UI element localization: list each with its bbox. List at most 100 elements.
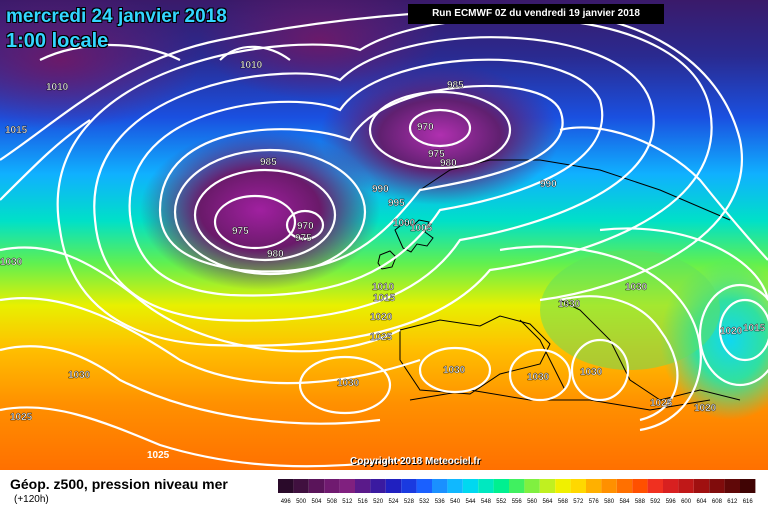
scale-swatch [509, 479, 525, 493]
isobar-label: 1030 [558, 299, 581, 310]
scale-tick-label: 592 [650, 499, 661, 505]
scale-tick-label: 608 [712, 499, 723, 505]
legend-title: Géop. z500, pression niveau mer [10, 476, 228, 492]
isobar-label: 995 [388, 198, 405, 209]
scale-swatch [709, 479, 725, 493]
isobar-label: 970 [297, 221, 314, 232]
isobar-label: 1025 [147, 450, 170, 461]
scale-tick-label: 532 [419, 499, 430, 505]
scale-tick-label: 540 [450, 499, 461, 505]
scale-tick-label: 584 [619, 499, 630, 505]
color-scale: 496 500 504 508 512 516 520 524 528 532 536 540 544 5… [278, 479, 756, 505]
scale-swatch [570, 479, 586, 493]
scale-swatch [385, 479, 402, 493]
isobar-label: 1030 [443, 365, 466, 376]
isobar-label: 1030 [527, 372, 550, 383]
scale-swatch [339, 479, 355, 493]
scale-swatch [678, 479, 694, 493]
isobar-label: 990 [540, 179, 557, 190]
isobar-label: 975 [428, 149, 445, 160]
isobar-label: 970 [417, 122, 434, 133]
scale-swatch [401, 479, 417, 493]
scale-swatch [416, 479, 432, 493]
scale-tick-label: 536 [435, 499, 446, 505]
isobar-label: 1010 [372, 282, 395, 293]
scale-swatch [539, 479, 556, 493]
scale-tick-label: 500 [296, 499, 307, 505]
scale-swatch [324, 479, 340, 493]
scale-tick-label: 544 [465, 499, 476, 505]
isobar-label: 980 [440, 158, 457, 169]
scale-swatch [740, 479, 756, 493]
scale-swatch [632, 479, 648, 493]
scale-tick-label: 600 [681, 499, 692, 505]
scale-tick-label: 572 [573, 499, 584, 505]
scale-swatch [616, 479, 633, 493]
isobar-label: 1030 [68, 370, 91, 381]
isobar-label: 1020 [370, 312, 393, 323]
scale-tick-label: 528 [404, 499, 415, 505]
scale-tick-label: 508 [327, 499, 338, 505]
scale-tick-label: 516 [358, 499, 369, 505]
isobar-label: 990 [372, 184, 389, 195]
isobar-label: 1030 [0, 257, 23, 268]
isobar-label: 1025 [370, 332, 393, 343]
scale-swatch [586, 479, 602, 493]
legend-subtitle: (+120h) [14, 494, 49, 505]
isobar-label: 1015 [373, 293, 396, 304]
scale-swatch [355, 479, 371, 493]
pressure-map: 1010 1010 1015 985 970 975 980 985 990 9… [0, 0, 768, 470]
isobar-label: 1010 [240, 60, 263, 71]
scale-tick-label: 504 [311, 499, 322, 505]
isobar-label: 975 [295, 233, 312, 244]
isobar-label: 1030 [625, 282, 648, 293]
isobar-label: 1005 [410, 223, 433, 234]
isobar-label: 985 [260, 157, 277, 168]
scale-tick-label: 588 [635, 499, 646, 505]
isobar-label: 1015 [5, 125, 28, 136]
scale-swatch [462, 479, 479, 493]
scale-swatch [647, 479, 663, 493]
copyright-text: Copyright 2018 Meteociel.fr [350, 456, 481, 467]
scale-swatch [663, 479, 679, 493]
scale-swatch [278, 479, 294, 493]
scale-tick-label: 564 [542, 499, 553, 505]
scale-tick-label: 524 [388, 499, 399, 505]
isobars [0, 8, 768, 468]
scale-swatch [493, 479, 509, 493]
scale-swatch [447, 479, 463, 493]
scale-swatch [370, 479, 386, 493]
run-info-banner: Run ECMWF 0Z du vendredi 19 janvier 2018 [408, 4, 664, 24]
scale-swatch [293, 479, 309, 493]
scale-swatch [432, 479, 448, 493]
isobar-label: 1020 [720, 326, 743, 337]
isobar-label: 1030 [337, 378, 360, 389]
scale-tick-label: 512 [342, 499, 353, 505]
forecast-date: mercredi 24 janvier 2018 [6, 6, 227, 27]
scale-tick-label: 576 [589, 499, 600, 505]
isobar-label: 975 [232, 226, 249, 237]
scale-tick-label: 556 [512, 499, 523, 505]
isobar-label: 980 [267, 249, 284, 260]
scale-tick-label: 520 [373, 499, 384, 505]
scale-swatch [724, 479, 740, 493]
isobar-label: 1025 [650, 398, 673, 409]
scale-tick-label: 548 [481, 499, 492, 505]
scale-tick-label: 616 [743, 499, 754, 505]
isobar-label: 985 [447, 80, 464, 91]
scale-swatch [524, 479, 540, 493]
scale-swatch [478, 479, 494, 493]
scale-swatch [601, 479, 617, 493]
scale-swatch [555, 479, 571, 493]
scale-swatch [308, 479, 325, 493]
scale-tick-label: 552 [496, 499, 507, 505]
scale-tick-label: 612 [727, 499, 738, 505]
scale-swatch [693, 479, 710, 493]
scale-tick-label: 560 [527, 499, 538, 505]
isobar-label: 1025 [10, 412, 33, 423]
isobar-label: 1030 [580, 367, 603, 378]
forecast-time: 1:00 locale [6, 30, 109, 52]
scale-tick-label: 568 [558, 499, 569, 505]
isobar-label: 1000 [393, 218, 416, 229]
